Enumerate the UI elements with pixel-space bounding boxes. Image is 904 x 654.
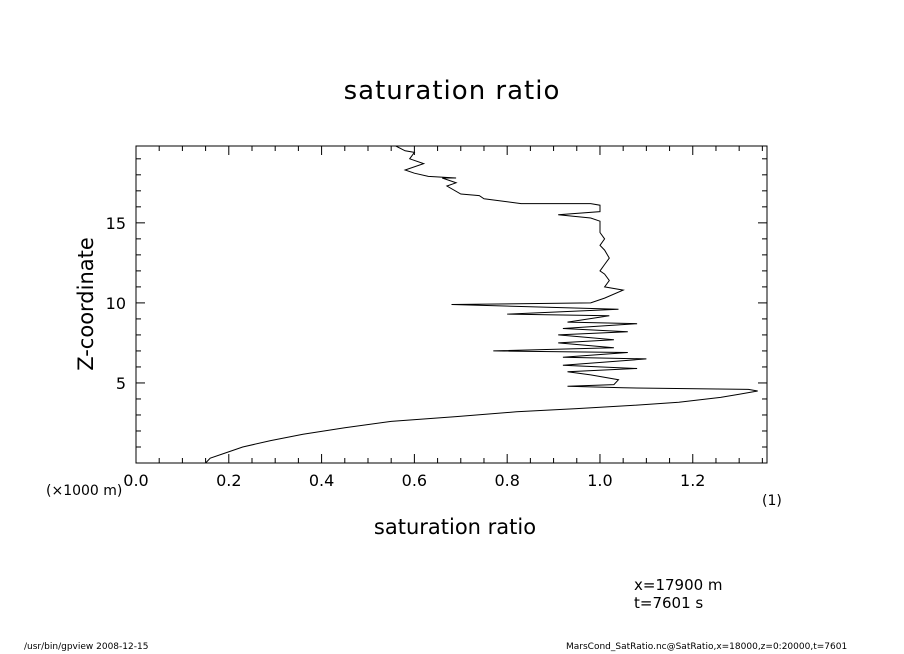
x-tick-label: 0.2 <box>216 471 241 490</box>
x-axis-unit: (1) <box>762 493 782 509</box>
axis-ticks <box>135 146 767 463</box>
x-axis-label: saturation ratio <box>373 515 537 539</box>
y-tick-labels: 5 10 15 <box>106 214 126 393</box>
footer-right: MarsCond_SatRatio.nc@SatRatio,x=18000,z=… <box>566 642 848 652</box>
y-axis-label: Z-coordinate <box>74 237 98 371</box>
x-tick-label: 1.2 <box>680 471 705 490</box>
x-tick-labels: 0.0 0.2 0.4 0.6 0.8 1.0 1.2 <box>123 471 705 490</box>
y-axis-unit: (×1000 m) <box>46 483 123 499</box>
x-tick-label: 0.0 <box>123 471 148 490</box>
footer-left: /usr/bin/gpview 2008-12-15 <box>24 642 149 652</box>
x-position-annotation: x=17900 m <box>634 576 723 594</box>
time-annotation: t=7601 s <box>634 594 704 612</box>
chart-title: saturation ratio <box>343 76 561 106</box>
y-tick-label: 10 <box>106 294 126 313</box>
x-tick-label: 1.0 <box>587 471 612 490</box>
x-tick-label: 0.6 <box>402 471 427 490</box>
y-tick-label: 5 <box>116 374 126 393</box>
plot-frame <box>135 145 768 464</box>
x-tick-label: 0.4 <box>309 471 334 490</box>
series-line <box>205 145 758 464</box>
x-tick-label: 0.8 <box>494 471 519 490</box>
y-tick-label: 15 <box>106 214 126 233</box>
